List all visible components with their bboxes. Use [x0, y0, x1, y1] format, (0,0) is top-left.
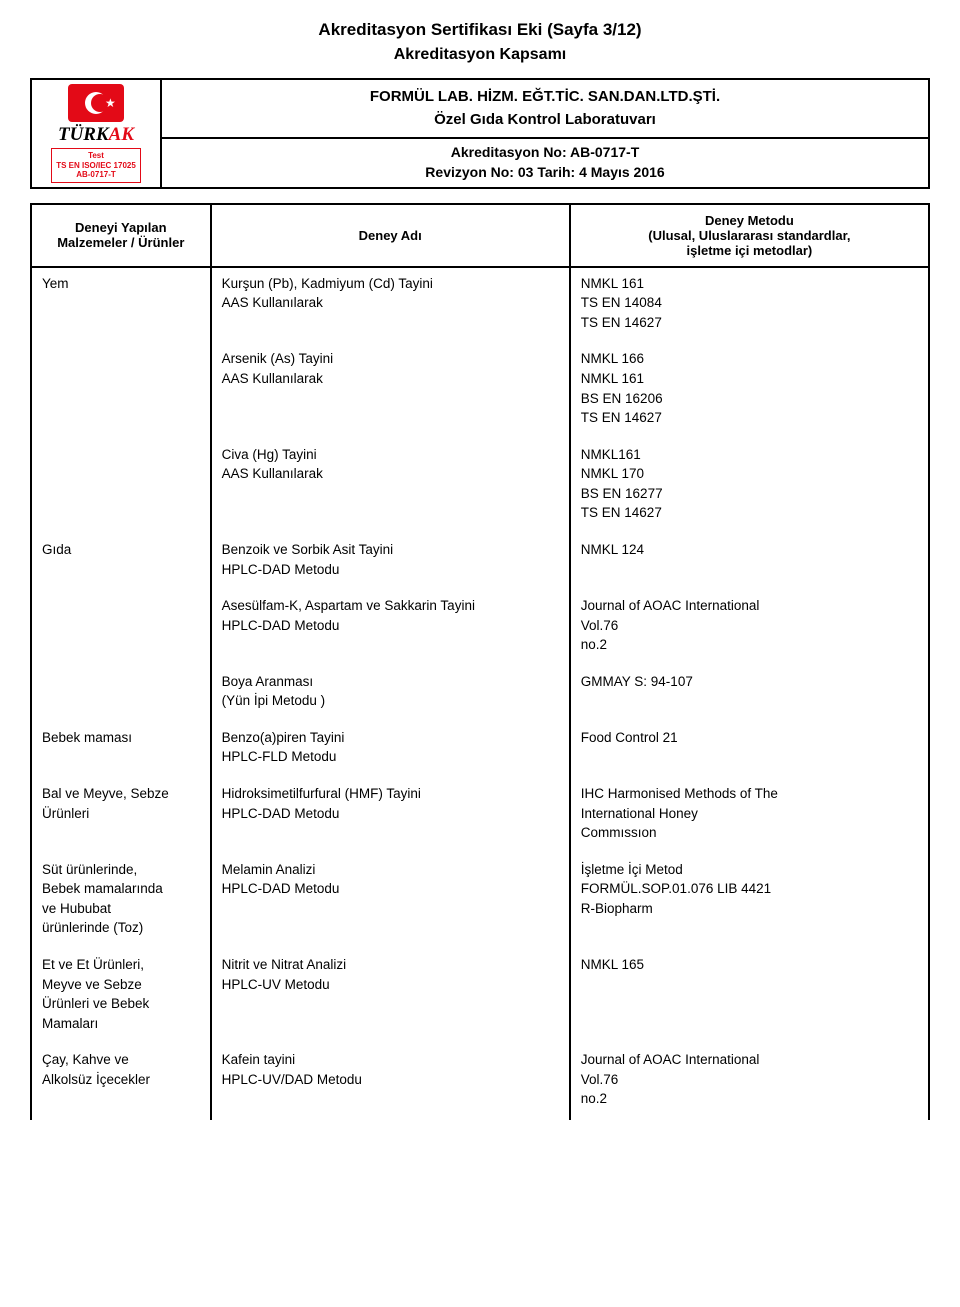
table-row: Çay, Kahve veAlkolsüz İçeceklerKafein ta…	[31, 1044, 929, 1120]
material-cell: Yem	[31, 267, 211, 343]
test-cell: Asesülfam-K, Aspartam ve Sakkarin Tayini…	[211, 590, 570, 666]
method-cell: NMKL 165	[570, 948, 929, 1043]
test-cell: Benzo(a)piren TayiniHPLC-FLD Metodu	[211, 721, 570, 777]
table-row: Et ve Et Ürünleri,Meyve ve SebzeÜrünleri…	[31, 948, 929, 1043]
test-cell: Nitrit ve Nitrat AnaliziHPLC-UV Metodu	[211, 948, 570, 1043]
accred-no: Akreditasyon No: AB-0717-T	[162, 143, 928, 163]
test-cell: Kurşun (Pb), Kadmiyum (Cd) TayiniAAS Kul…	[211, 267, 570, 343]
page-title-main: Akreditasyon Sertifikası Eki (Sayfa 3/12…	[30, 20, 930, 40]
method-cell: GMMAY S: 94-107	[570, 665, 929, 721]
material-cell: Bebek maması	[31, 721, 211, 777]
table-row: Bebek mamasıBenzo(a)piren TayiniHPLC-FLD…	[31, 721, 929, 777]
test-cell: Arsenik (As) TayiniAAS Kullanılarak	[211, 343, 570, 438]
org-cell: FORMÜL LAB. HİZM. EĞT.TİC. SAN.DAN.LTD.Ş…	[161, 79, 929, 138]
method-cell: IHC Harmonised Methods of TheInternation…	[570, 778, 929, 854]
page-title-sub: Akreditasyon Kapsamı	[30, 46, 930, 64]
method-cell: Journal of AOAC InternationalVol.76no.2	[570, 590, 929, 666]
test-cell: Boya Aranması(Yün İpi Metodu )	[211, 665, 570, 721]
material-cell: Et ve Et Ürünleri,Meyve ve SebzeÜrünleri…	[31, 948, 211, 1043]
data-table: Deneyi Yapılan Malzemeler / Ürünler Dene…	[30, 203, 930, 1120]
method-cell: Food Control 21	[570, 721, 929, 777]
logo-cell: ★ TÜRKAK Test TS EN ISO/IEC 17025 AB-071…	[31, 79, 161, 188]
brand-ak: AK	[109, 124, 134, 145]
col-header-materials-l2: Malzemeler / Ürünler	[38, 235, 204, 250]
org-name-line1: FORMÜL LAB. HİZM. EĞT.TİC. SAN.DAN.LTD.Ş…	[172, 86, 918, 109]
test-cell: Melamin AnaliziHPLC-DAD Metodu	[211, 853, 570, 948]
method-cell: NMKL 161TS EN 14084TS EN 14627	[570, 267, 929, 343]
col-header-method: Deney Metodu (Ulusal, Uluslararası stand…	[570, 204, 929, 267]
test-label: Test	[56, 151, 136, 161]
turkak-logo: ★ TÜRKAK Test TS EN ISO/IEC 17025 AB-071…	[51, 84, 141, 183]
material-cell: Çay, Kahve veAlkolsüz İçecekler	[31, 1044, 211, 1120]
material-cell	[31, 438, 211, 533]
document-title-block: Akreditasyon Sertifikası Eki (Sayfa 3/12…	[30, 20, 930, 64]
test-badge: Test TS EN ISO/IEC 17025 AB-0717-T	[51, 148, 141, 183]
header-table: ★ TÜRKAK Test TS EN ISO/IEC 17025 AB-071…	[30, 78, 930, 189]
test-cell: Kafein tayiniHPLC-UV/DAD Metodu	[211, 1044, 570, 1120]
method-cell: NMKL 166NMKL 161BS EN 16206TS EN 14627	[570, 343, 929, 438]
material-cell: Süt ürünlerinde,Bebek mamalarındave Hubu…	[31, 853, 211, 948]
col-header-materials-l1: Deneyi Yapılan	[38, 220, 204, 235]
method-cell: Journal of AOAC InternationalVol.76no.2	[570, 1044, 929, 1120]
col-header-method-l3: işletme içi metodlar)	[577, 243, 922, 258]
revision-line: Revizyon No: 03 Tarih: 4 Mayıs 2016	[162, 163, 928, 183]
table-row: GıdaBenzoik ve Sorbik Asit TayiniHPLC-DA…	[31, 533, 929, 589]
accred-cell: Akreditasyon No: AB-0717-T Revizyon No: …	[161, 138, 929, 187]
iso-line: TS EN ISO/IEC 17025	[56, 161, 136, 171]
col-header-method-l2: (Ulusal, Uluslararası standardlar,	[577, 228, 922, 243]
table-row: Boya Aranması(Yün İpi Metodu )GMMAY S: 9…	[31, 665, 929, 721]
col-header-test: Deney Adı	[211, 204, 570, 267]
material-cell: Bal ve Meyve, SebzeÜrünleri	[31, 778, 211, 854]
material-cell	[31, 665, 211, 721]
material-cell	[31, 590, 211, 666]
method-cell: İşletme İçi MetodFORMÜL.SOP.01.076 LIB 4…	[570, 853, 929, 948]
table-row: Arsenik (As) TayiniAAS KullanılarakNMKL …	[31, 343, 929, 438]
brand-main: TÜRK	[58, 124, 109, 145]
table-row: Civa (Hg) TayiniAAS KullanılarakNMKL161N…	[31, 438, 929, 533]
org-name-line2: Özel Gıda Kontrol Laboratuvarı	[172, 109, 918, 132]
test-cell: Civa (Hg) TayiniAAS Kullanılarak	[211, 438, 570, 533]
col-header-method-l1: Deney Metodu	[577, 213, 922, 228]
table-row: Süt ürünlerinde,Bebek mamalarındave Hubu…	[31, 853, 929, 948]
material-cell: Gıda	[31, 533, 211, 589]
table-row: YemKurşun (Pb), Kadmiyum (Cd) TayiniAAS …	[31, 267, 929, 343]
test-cell: Hidroksimetilfurfural (HMF) TayiniHPLC-D…	[211, 778, 570, 854]
brand-text: TÜRKAK	[51, 124, 141, 146]
ab-line: AB-0717-T	[56, 170, 136, 180]
table-row: Asesülfam-K, Aspartam ve Sakkarin Tayini…	[31, 590, 929, 666]
method-cell: NMKL161NMKL 170BS EN 16277TS EN 14627	[570, 438, 929, 533]
test-cell: Benzoik ve Sorbik Asit TayiniHPLC-DAD Me…	[211, 533, 570, 589]
table-row: Bal ve Meyve, SebzeÜrünleriHidroksimetil…	[31, 778, 929, 854]
col-header-materials: Deneyi Yapılan Malzemeler / Ürünler	[31, 204, 211, 267]
material-cell	[31, 343, 211, 438]
flag-icon: ★	[68, 84, 124, 122]
method-cell: NMKL 124	[570, 533, 929, 589]
